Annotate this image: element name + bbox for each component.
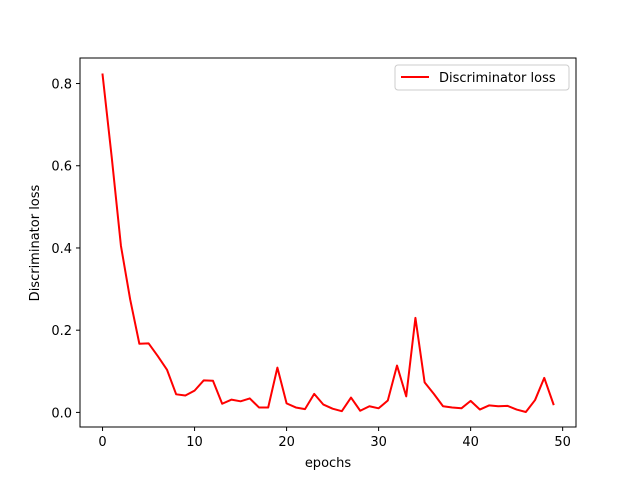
y-axis-label: Discriminator loss	[28, 184, 43, 301]
y-tick-label: 0.4	[51, 242, 72, 257]
axes: 0 10 20 30 40 50 0.0 0.2 0.4 0.6 0.8	[51, 57, 577, 450]
y-tick-label: 0.2	[51, 324, 72, 339]
x-tick-label: 40	[462, 435, 479, 450]
series-line-0	[101, 73, 555, 413]
y-tick-label: 0.0	[51, 406, 72, 421]
x-tick-label: 0	[98, 435, 106, 450]
x-tick-label: 10	[186, 435, 203, 450]
legend-box	[394, 64, 570, 91]
y-tick-label: 0.6	[51, 160, 72, 175]
x-tick-label: 30	[370, 435, 387, 450]
axes-frame	[79, 57, 577, 428]
legend: Discriminator loss	[394, 64, 570, 91]
plot-area	[101, 73, 555, 413]
x-axis-label: epochs	[305, 456, 352, 471]
legend-label: Discriminator loss	[439, 71, 556, 86]
y-tick-label: 0.8	[51, 78, 72, 93]
x-tick-label: 20	[278, 435, 295, 450]
x-tick-label: 50	[554, 435, 571, 450]
